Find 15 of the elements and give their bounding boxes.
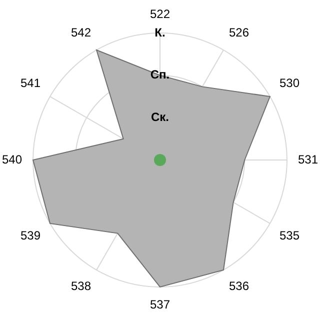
spoke-label: 530	[279, 76, 300, 90]
spoke-label: 531	[298, 152, 318, 166]
spoke-label: 541	[20, 76, 41, 90]
spoke-label: 538	[70, 279, 92, 294]
spoke-label: 540	[2, 152, 22, 166]
spoke-label: 522	[150, 7, 170, 22]
spoke-label: 536	[228, 279, 250, 294]
spoke-label: 535	[279, 228, 300, 242]
y-tick-label: Ск.	[150, 110, 170, 124]
y-tick-label: Сп.	[150, 68, 170, 82]
y-tick-label: К.	[154, 25, 166, 40]
spoke-label: 539	[20, 228, 41, 242]
spoke-label: 542	[70, 26, 92, 40]
spoke-label: 526	[228, 26, 250, 40]
spoke-label: 537	[150, 297, 170, 312]
